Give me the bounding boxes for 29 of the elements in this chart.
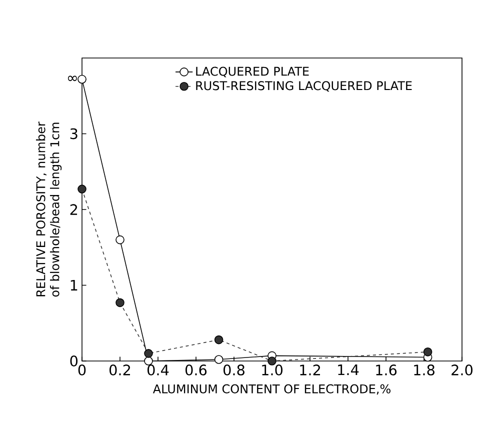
y-axis-title: RELATIVE POROSITY, number of blowhole/bead length 1cm [36, 122, 62, 297]
point [214, 355, 224, 364]
point [423, 348, 432, 356]
x-tick-label: 1.8 [414, 364, 434, 376]
x-tick-label: 0.4 [148, 364, 169, 376]
x-tick-label: 0 [78, 364, 86, 376]
point [78, 184, 86, 194]
x-tick-label: 0.6 [186, 364, 207, 376]
y-tick-label: 0 [70, 356, 78, 366]
x-tick-label: 1.2 [300, 364, 320, 376]
legend-label: RUST-RESISTING LACQUERED PLATE [196, 81, 412, 92]
point [214, 335, 224, 344]
legend-label: LACQUERED PLATE [196, 66, 309, 78]
x-axis-title: ALUMINUM CONTENT OF ELECTRODE,% [152, 384, 390, 395]
x-tick-label: 1.0 [262, 364, 282, 376]
x-tick-label: 0.8 [224, 364, 244, 376]
x-tick-label: 1.6 [376, 364, 397, 376]
point [116, 235, 124, 244]
y-tick-label: 3 [70, 128, 78, 140]
point [116, 298, 124, 308]
y-tick-label: ∞ [68, 76, 77, 82]
point [144, 349, 153, 358]
x-tick-label: 1.4 [338, 364, 359, 376]
point [78, 74, 86, 84]
x-tick-label: 2.0 [452, 364, 472, 376]
point [144, 356, 153, 366]
y-tick-label: 2 [70, 204, 78, 215]
x-tick-label: 0.2 [110, 364, 130, 376]
y-tick-label: 1 [70, 280, 78, 290]
